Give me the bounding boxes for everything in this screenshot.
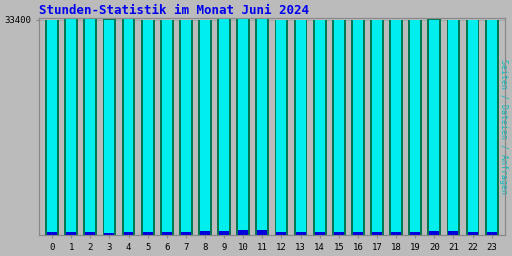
- Bar: [86, 232, 95, 235]
- Bar: [219, 19, 229, 235]
- Bar: [430, 231, 439, 235]
- Bar: [391, 232, 401, 235]
- Bar: [198, 19, 212, 235]
- Bar: [217, 19, 231, 235]
- Bar: [47, 20, 57, 235]
- Bar: [351, 20, 365, 235]
- Bar: [295, 20, 306, 235]
- Bar: [313, 20, 327, 235]
- Bar: [467, 20, 478, 235]
- Bar: [466, 20, 479, 235]
- Bar: [334, 20, 344, 235]
- Bar: [143, 20, 153, 235]
- Bar: [160, 20, 174, 235]
- Bar: [449, 20, 458, 235]
- Bar: [428, 19, 441, 235]
- Bar: [141, 20, 155, 235]
- Bar: [353, 232, 363, 235]
- Bar: [449, 231, 458, 235]
- Bar: [122, 19, 135, 235]
- Bar: [65, 19, 78, 235]
- Bar: [334, 232, 344, 235]
- Bar: [372, 232, 382, 235]
- Bar: [467, 232, 478, 235]
- Bar: [372, 20, 382, 235]
- Text: Stunden-Statistik im Monat Juni 2024: Stunden-Statistik im Monat Juni 2024: [39, 4, 309, 17]
- Bar: [315, 20, 325, 235]
- Bar: [162, 232, 172, 235]
- Bar: [258, 19, 267, 235]
- Bar: [102, 19, 116, 235]
- Bar: [123, 232, 134, 235]
- Bar: [315, 232, 325, 235]
- Bar: [237, 19, 250, 235]
- Bar: [86, 19, 95, 235]
- Bar: [332, 20, 346, 235]
- Bar: [123, 19, 134, 235]
- Bar: [83, 19, 97, 235]
- Bar: [200, 20, 210, 235]
- Bar: [276, 20, 286, 235]
- Bar: [370, 20, 384, 235]
- Bar: [66, 232, 76, 235]
- Bar: [389, 20, 403, 235]
- Bar: [274, 20, 288, 235]
- Bar: [162, 20, 172, 235]
- Bar: [255, 19, 269, 235]
- Bar: [179, 20, 193, 235]
- Bar: [391, 20, 401, 235]
- Bar: [181, 20, 191, 235]
- Bar: [487, 20, 497, 235]
- Bar: [294, 20, 307, 235]
- Bar: [430, 20, 439, 235]
- Bar: [276, 232, 286, 235]
- Bar: [45, 20, 59, 235]
- Bar: [143, 232, 153, 235]
- Bar: [409, 20, 422, 235]
- Bar: [181, 232, 191, 235]
- Bar: [353, 20, 363, 235]
- Y-axis label: Seiten / Dateien / Anfragen: Seiten / Dateien / Anfragen: [499, 59, 508, 194]
- Bar: [485, 20, 499, 235]
- Bar: [410, 232, 420, 235]
- Bar: [104, 233, 114, 235]
- Bar: [446, 19, 460, 235]
- Bar: [238, 230, 248, 235]
- Bar: [66, 19, 76, 235]
- Bar: [238, 19, 248, 235]
- Bar: [200, 231, 210, 235]
- Bar: [295, 232, 306, 235]
- Bar: [104, 19, 114, 235]
- Bar: [219, 231, 229, 235]
- Bar: [47, 232, 57, 235]
- Bar: [487, 232, 497, 235]
- Bar: [258, 230, 267, 235]
- Bar: [410, 20, 420, 235]
